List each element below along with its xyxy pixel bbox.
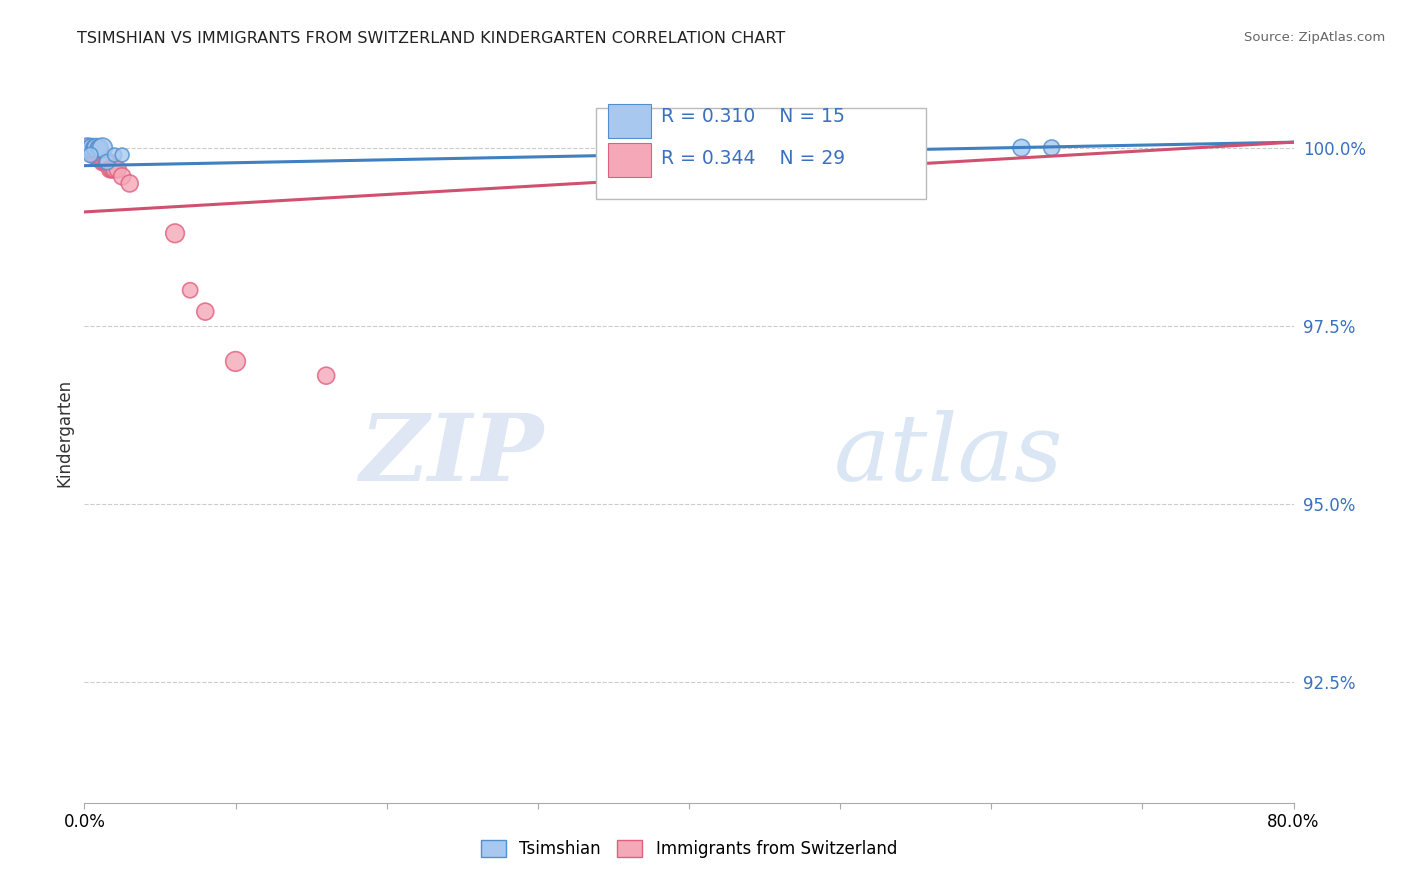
Point (96, 155, 118, 169)
Point (709, 141, 731, 155)
FancyBboxPatch shape (596, 108, 927, 199)
Point (89, 141, 111, 155)
Point (89, 148, 111, 162)
Point (77, 141, 100, 155)
Point (79, 141, 101, 155)
Text: TSIMSHIAN VS IMMIGRANTS FROM SWITZERLAND KINDERGARTEN CORRELATION CHART: TSIMSHIAN VS IMMIGRANTS FROM SWITZERLAND… (77, 31, 786, 46)
Point (96, 155, 118, 169)
Point (80, 141, 103, 155)
Point (75, 141, 97, 155)
Point (76, 141, 98, 155)
Point (118, 177, 141, 191)
Point (1040, 141, 1063, 155)
Y-axis label: Kindergarten: Kindergarten (55, 378, 73, 487)
Point (87, 148, 110, 162)
Point (97, 155, 120, 169)
Point (82, 141, 104, 155)
Point (86, 141, 108, 155)
FancyBboxPatch shape (607, 143, 651, 178)
Point (93, 155, 115, 169)
Text: Source: ZipAtlas.com: Source: ZipAtlas.com (1244, 31, 1385, 45)
Legend: Tsimshian, Immigrants from Switzerland: Tsimshian, Immigrants from Switzerland (474, 833, 904, 865)
FancyBboxPatch shape (607, 103, 651, 138)
Text: R = 0.310    N = 15: R = 0.310 N = 15 (661, 107, 845, 126)
Point (1011, 141, 1033, 155)
Point (104, 148, 127, 162)
Point (179, 283, 201, 297)
Point (86, 148, 108, 162)
Point (79, 148, 101, 162)
Point (80, 141, 103, 155)
Point (104, 162, 127, 177)
Text: ZIP: ZIP (360, 409, 544, 500)
Point (107, 162, 129, 177)
Point (82, 148, 104, 162)
Point (315, 368, 337, 383)
Point (91, 141, 114, 155)
Point (91, 155, 114, 169)
Point (90, 148, 112, 162)
Point (194, 304, 217, 318)
Point (165, 227, 187, 241)
Point (111, 169, 134, 184)
Point (98, 162, 121, 177)
Text: R = 0.344    N = 29: R = 0.344 N = 29 (661, 149, 845, 169)
Point (84, 148, 107, 162)
Point (101, 162, 124, 177)
Point (79, 141, 101, 155)
Text: atlas: atlas (834, 409, 1063, 500)
Point (87, 141, 110, 155)
Point (111, 148, 134, 162)
Point (225, 354, 247, 368)
Point (76, 141, 98, 155)
Point (84, 141, 107, 155)
Point (94, 155, 117, 169)
Point (100, 162, 122, 177)
